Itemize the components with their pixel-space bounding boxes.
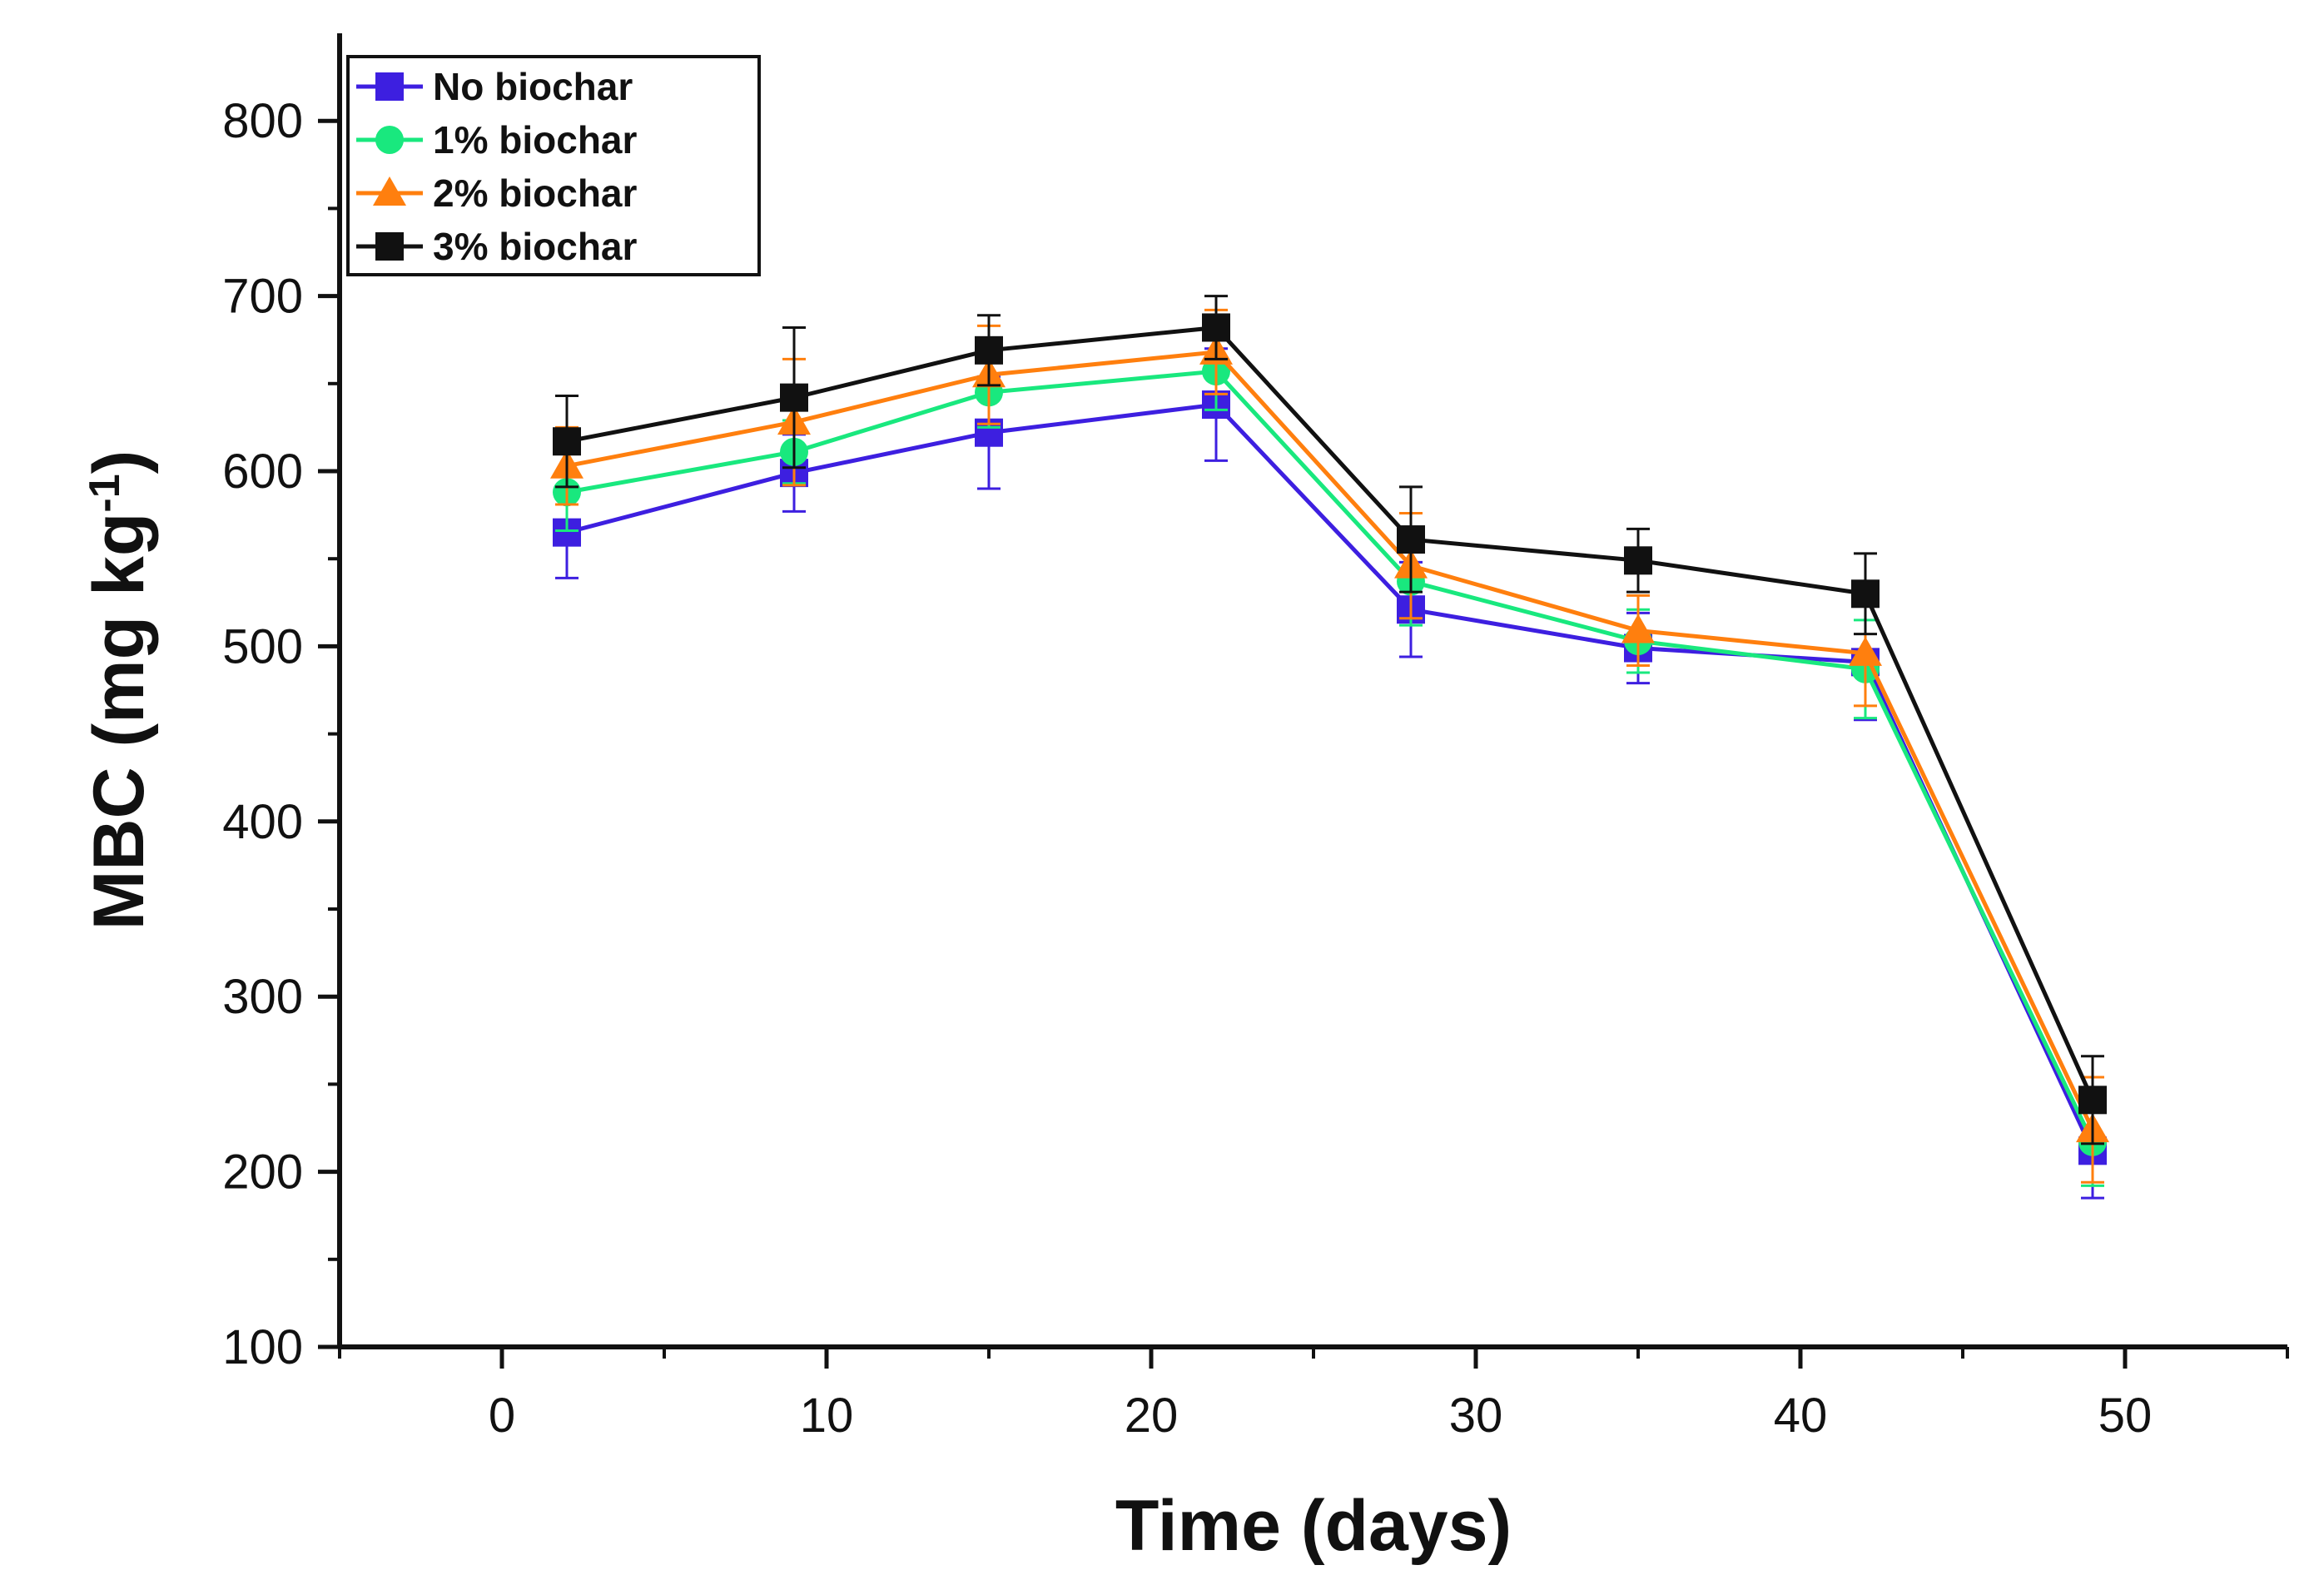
legend-item: 3% biochar xyxy=(356,225,638,268)
y-tick-label: 600 xyxy=(222,445,303,499)
data-point xyxy=(1624,546,1652,575)
series-layer xyxy=(550,295,2109,1200)
data-point xyxy=(1621,614,1655,643)
data-point xyxy=(975,335,1003,365)
series-3-biochar xyxy=(553,295,2107,1145)
data-point xyxy=(780,383,808,412)
legend-marker xyxy=(375,126,404,154)
legend-box xyxy=(346,55,761,276)
series-line xyxy=(566,325,2095,1101)
y-tick-label: 400 xyxy=(222,795,303,849)
legend-marker xyxy=(375,232,404,261)
legend-marker xyxy=(373,176,406,206)
x-tick-label: 40 xyxy=(1774,1389,1828,1443)
y-tick-label: 800 xyxy=(222,94,303,148)
series-line xyxy=(566,402,2095,1152)
data-point xyxy=(1202,313,1230,342)
series-2-biochar xyxy=(550,308,2109,1184)
legend-item: No biochar xyxy=(356,65,633,108)
y-tick-label: 500 xyxy=(222,619,303,673)
y-tick-label: 300 xyxy=(222,970,303,1024)
ticks-layer: 100 200 300 400 500 600 700 800 0 10 20 30 40 50 xyxy=(222,94,2289,1443)
series-1-biochar xyxy=(553,331,2107,1187)
x-tick-label: 30 xyxy=(1449,1389,1503,1443)
legend-label: 2% biochar xyxy=(433,171,638,215)
data-point xyxy=(1849,636,1882,666)
x-tick-label: 0 xyxy=(489,1389,515,1443)
y-tick-label: 100 xyxy=(222,1320,303,1374)
legend-item: 2% biochar xyxy=(356,171,638,215)
series-line xyxy=(566,350,2095,1131)
data-point xyxy=(1397,525,1425,554)
data-point xyxy=(2078,1086,2107,1115)
legend-label: 1% biochar xyxy=(433,118,638,161)
x-tick-label: 20 xyxy=(1125,1389,1179,1443)
x-tick-label: 50 xyxy=(2098,1389,2153,1443)
y-tick-label: 700 xyxy=(222,270,303,324)
y-axis-title: MBC (mg kg-1) xyxy=(79,450,159,931)
series-line xyxy=(566,369,2095,1143)
legend-marker xyxy=(375,72,404,101)
legend-label: No biochar xyxy=(433,65,633,108)
data-point xyxy=(1851,579,1880,609)
legend: No biochar 1% biochar 2% biochar 3% biochar xyxy=(346,55,761,276)
legend-item: 1% biochar xyxy=(356,118,638,161)
y-tick-label: 200 xyxy=(222,1145,303,1200)
legend-label: 3% biochar xyxy=(433,225,638,268)
data-point xyxy=(553,427,581,456)
x-tick-label: 10 xyxy=(800,1389,854,1443)
x-axis-title: Time (days) xyxy=(1115,1486,1512,1566)
